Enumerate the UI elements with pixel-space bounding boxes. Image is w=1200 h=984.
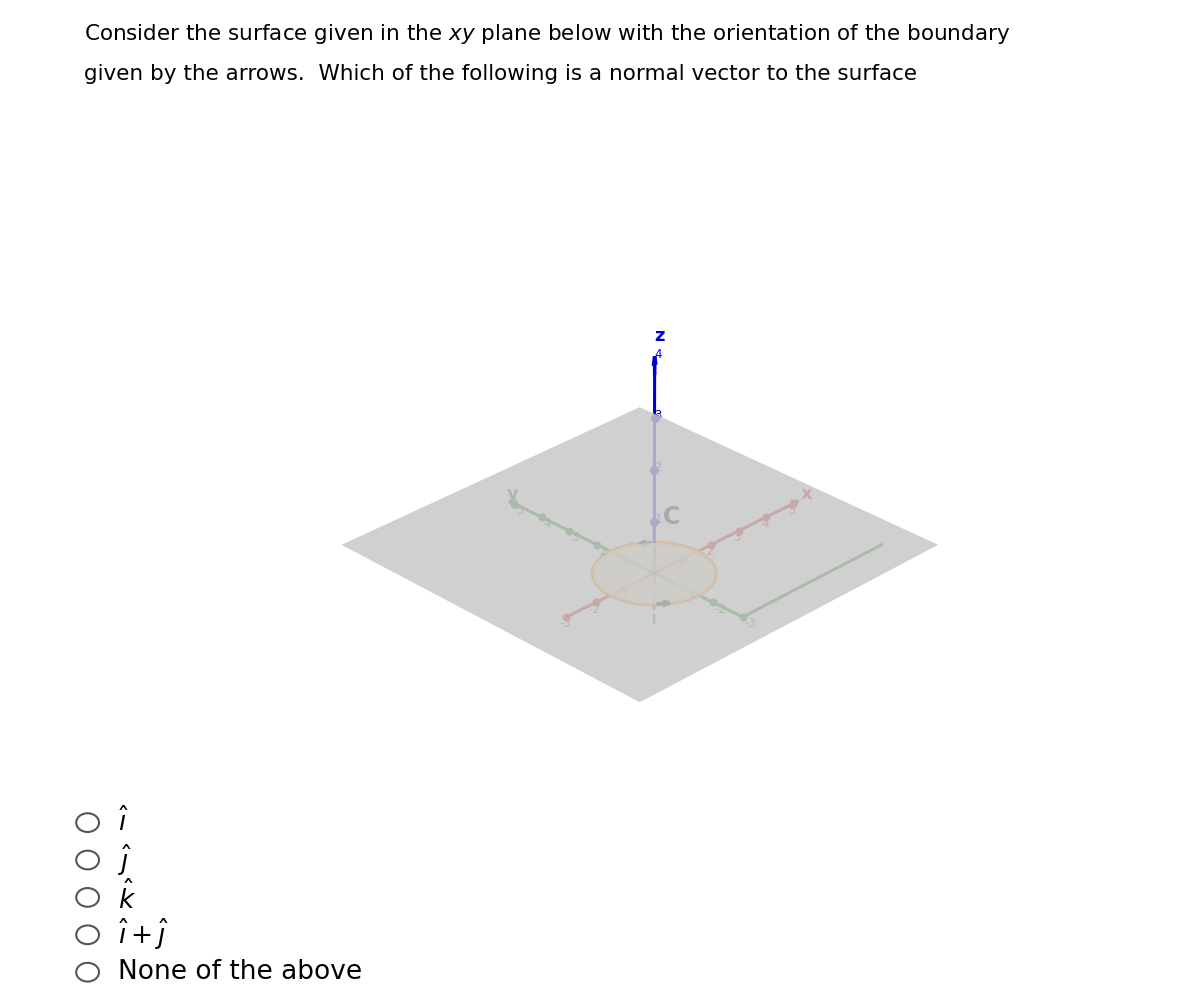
- Text: $\hat{\imath}$: $\hat{\imath}$: [118, 808, 128, 837]
- Text: given by the arrows.  Which of the following is a normal vector to the surface: given by the arrows. Which of the follow…: [84, 64, 917, 84]
- Text: $\hat{\jmath}$: $\hat{\jmath}$: [118, 842, 132, 878]
- Text: $\hat{\imath}+\hat{\jmath}$: $\hat{\imath}+\hat{\jmath}$: [118, 917, 168, 953]
- Text: None of the above: None of the above: [118, 959, 361, 984]
- Text: Consider the surface given in the $xy$ plane below with the orientation of the b: Consider the surface given in the $xy$ p…: [84, 22, 1010, 45]
- Text: $\hat{k}$: $\hat{k}$: [118, 881, 136, 914]
